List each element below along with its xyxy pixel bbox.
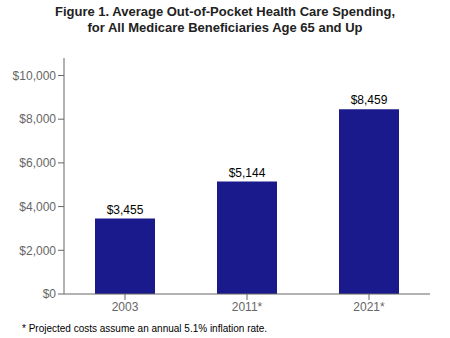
svg-text:2021*: 2021* (353, 300, 385, 314)
svg-text:$6,000: $6,000 (19, 156, 56, 170)
svg-text:$2,000: $2,000 (19, 244, 56, 258)
svg-text:$3,455: $3,455 (107, 203, 144, 217)
svg-text:$5,144: $5,144 (229, 166, 266, 180)
svg-text:2003: 2003 (112, 300, 139, 314)
html-text:for All Medicare Beneficiaries: for All Medicare Beneficiaries Age 65 an… (87, 20, 363, 35)
svg-text:$8,459: $8,459 (351, 93, 388, 107)
svg-text:$10,000: $10,000 (13, 69, 57, 83)
html-text:Figure 1. Average Out-of-Pocke: Figure 1. Average Out-of-Pocket Health C… (55, 4, 395, 19)
html-text:* Projected costs assume an an: * Projected costs assume an annual 5.1% … (22, 323, 268, 334)
svg-text:$0: $0 (43, 287, 57, 301)
svg-text:2011*: 2011* (232, 300, 263, 314)
svg-text:$8,000: $8,000 (19, 112, 56, 126)
svg-text:$4,000: $4,000 (19, 200, 56, 214)
